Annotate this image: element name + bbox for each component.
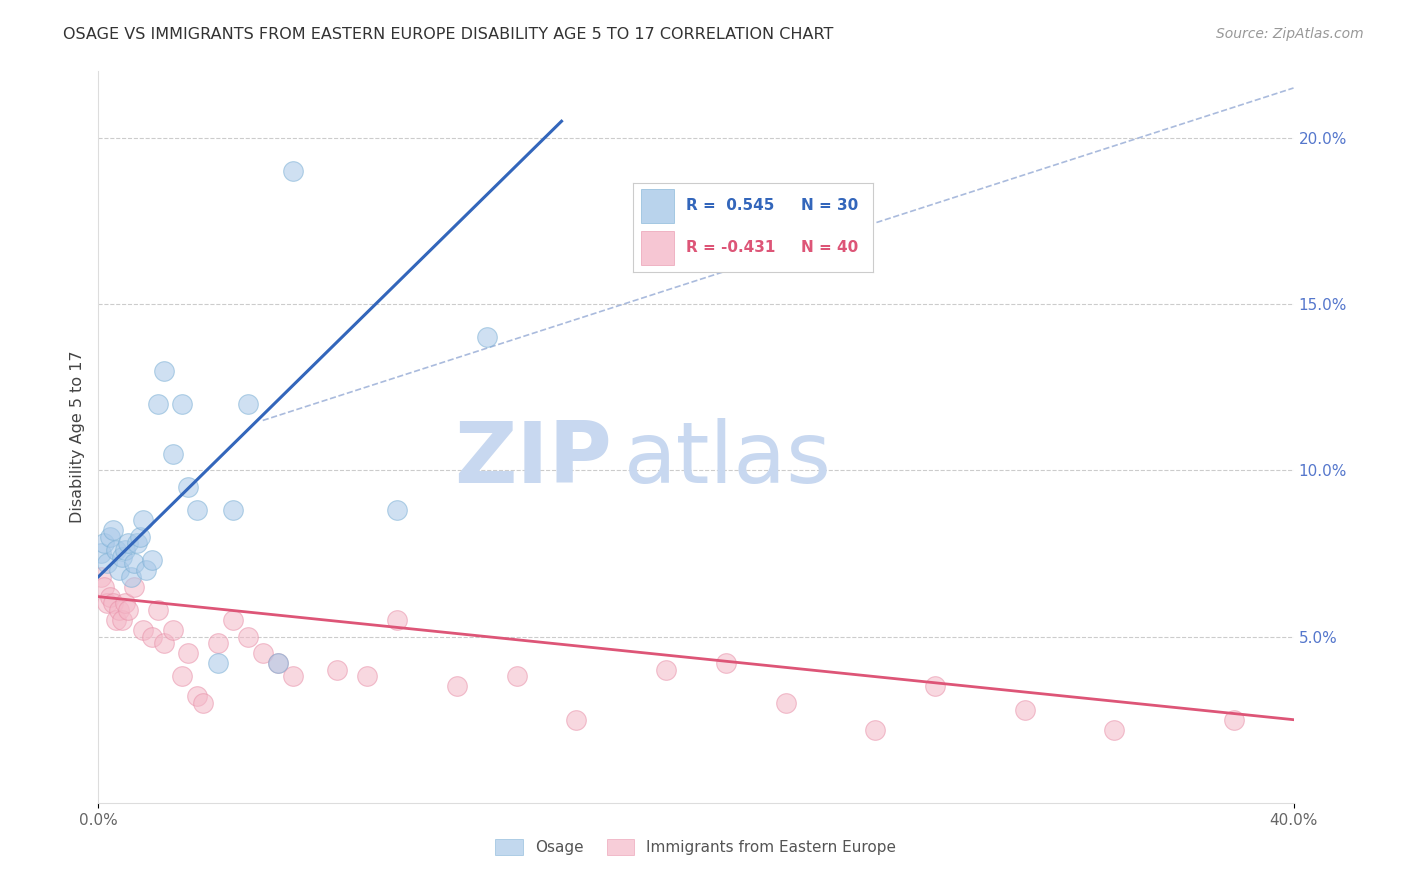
Point <box>222 503 245 517</box>
Text: atlas: atlas <box>624 417 832 500</box>
Point <box>108 603 131 617</box>
Point <box>120 570 142 584</box>
Point <box>565 713 588 727</box>
Point <box>111 549 134 564</box>
Point <box>124 580 146 594</box>
Point <box>236 630 259 644</box>
Point <box>96 557 118 571</box>
Point <box>655 663 678 677</box>
Bar <box>641 189 673 223</box>
Point <box>108 563 131 577</box>
Text: N = 30: N = 30 <box>801 198 859 213</box>
Point <box>446 680 468 694</box>
Point <box>506 669 529 683</box>
Point <box>132 513 155 527</box>
Text: N = 40: N = 40 <box>801 240 859 255</box>
Point <box>252 646 274 660</box>
Point <box>90 546 112 560</box>
Point <box>105 613 128 627</box>
Point <box>117 536 139 550</box>
Point <box>775 696 797 710</box>
Point <box>172 669 194 683</box>
Point <box>267 656 290 670</box>
Point <box>90 570 112 584</box>
Point <box>326 663 349 677</box>
Point <box>267 656 290 670</box>
Point <box>153 363 176 377</box>
Point <box>714 656 737 670</box>
Point <box>356 669 378 683</box>
Point <box>281 669 304 683</box>
Text: OSAGE VS IMMIGRANTS FROM EASTERN EUROPE DISABILITY AGE 5 TO 17 CORRELATION CHART: OSAGE VS IMMIGRANTS FROM EASTERN EUROPE … <box>63 27 834 42</box>
Y-axis label: Disability Age 5 to 17: Disability Age 5 to 17 <box>69 351 84 524</box>
Bar <box>641 231 673 265</box>
Point <box>135 563 157 577</box>
Point <box>385 613 409 627</box>
Point <box>105 543 128 558</box>
Point <box>141 553 163 567</box>
Point <box>114 543 136 558</box>
Point <box>129 530 152 544</box>
Point <box>141 630 163 644</box>
Point <box>148 603 170 617</box>
Point <box>103 523 125 537</box>
Point <box>207 656 229 670</box>
Point <box>1104 723 1126 737</box>
Point <box>1014 703 1036 717</box>
Point <box>385 503 409 517</box>
Point <box>127 536 149 550</box>
Point <box>98 530 122 544</box>
Point <box>153 636 176 650</box>
Point <box>148 397 170 411</box>
Point <box>186 690 208 704</box>
Point <box>186 503 208 517</box>
Point <box>111 613 134 627</box>
Point <box>114 596 136 610</box>
Text: R =  0.545: R = 0.545 <box>686 198 775 213</box>
Point <box>177 480 200 494</box>
Point <box>93 580 115 594</box>
Point <box>865 723 887 737</box>
Text: R = -0.431: R = -0.431 <box>686 240 776 255</box>
Point <box>191 696 214 710</box>
Point <box>172 397 194 411</box>
Point <box>93 536 115 550</box>
Text: Source: ZipAtlas.com: Source: ZipAtlas.com <box>1216 27 1364 41</box>
Point <box>96 596 118 610</box>
Text: ZIP: ZIP <box>454 417 613 500</box>
Point <box>162 623 184 637</box>
Point <box>281 164 304 178</box>
Point <box>177 646 200 660</box>
Point <box>124 557 146 571</box>
Point <box>98 590 122 604</box>
Point <box>236 397 259 411</box>
Point <box>222 613 245 627</box>
Legend: Osage, Immigrants from Eastern Europe: Osage, Immigrants from Eastern Europe <box>489 833 903 861</box>
Point <box>924 680 946 694</box>
Point <box>207 636 229 650</box>
Point <box>475 330 498 344</box>
Point <box>132 623 155 637</box>
Point <box>117 603 139 617</box>
Point <box>1223 713 1246 727</box>
Point <box>162 447 184 461</box>
Point <box>103 596 125 610</box>
